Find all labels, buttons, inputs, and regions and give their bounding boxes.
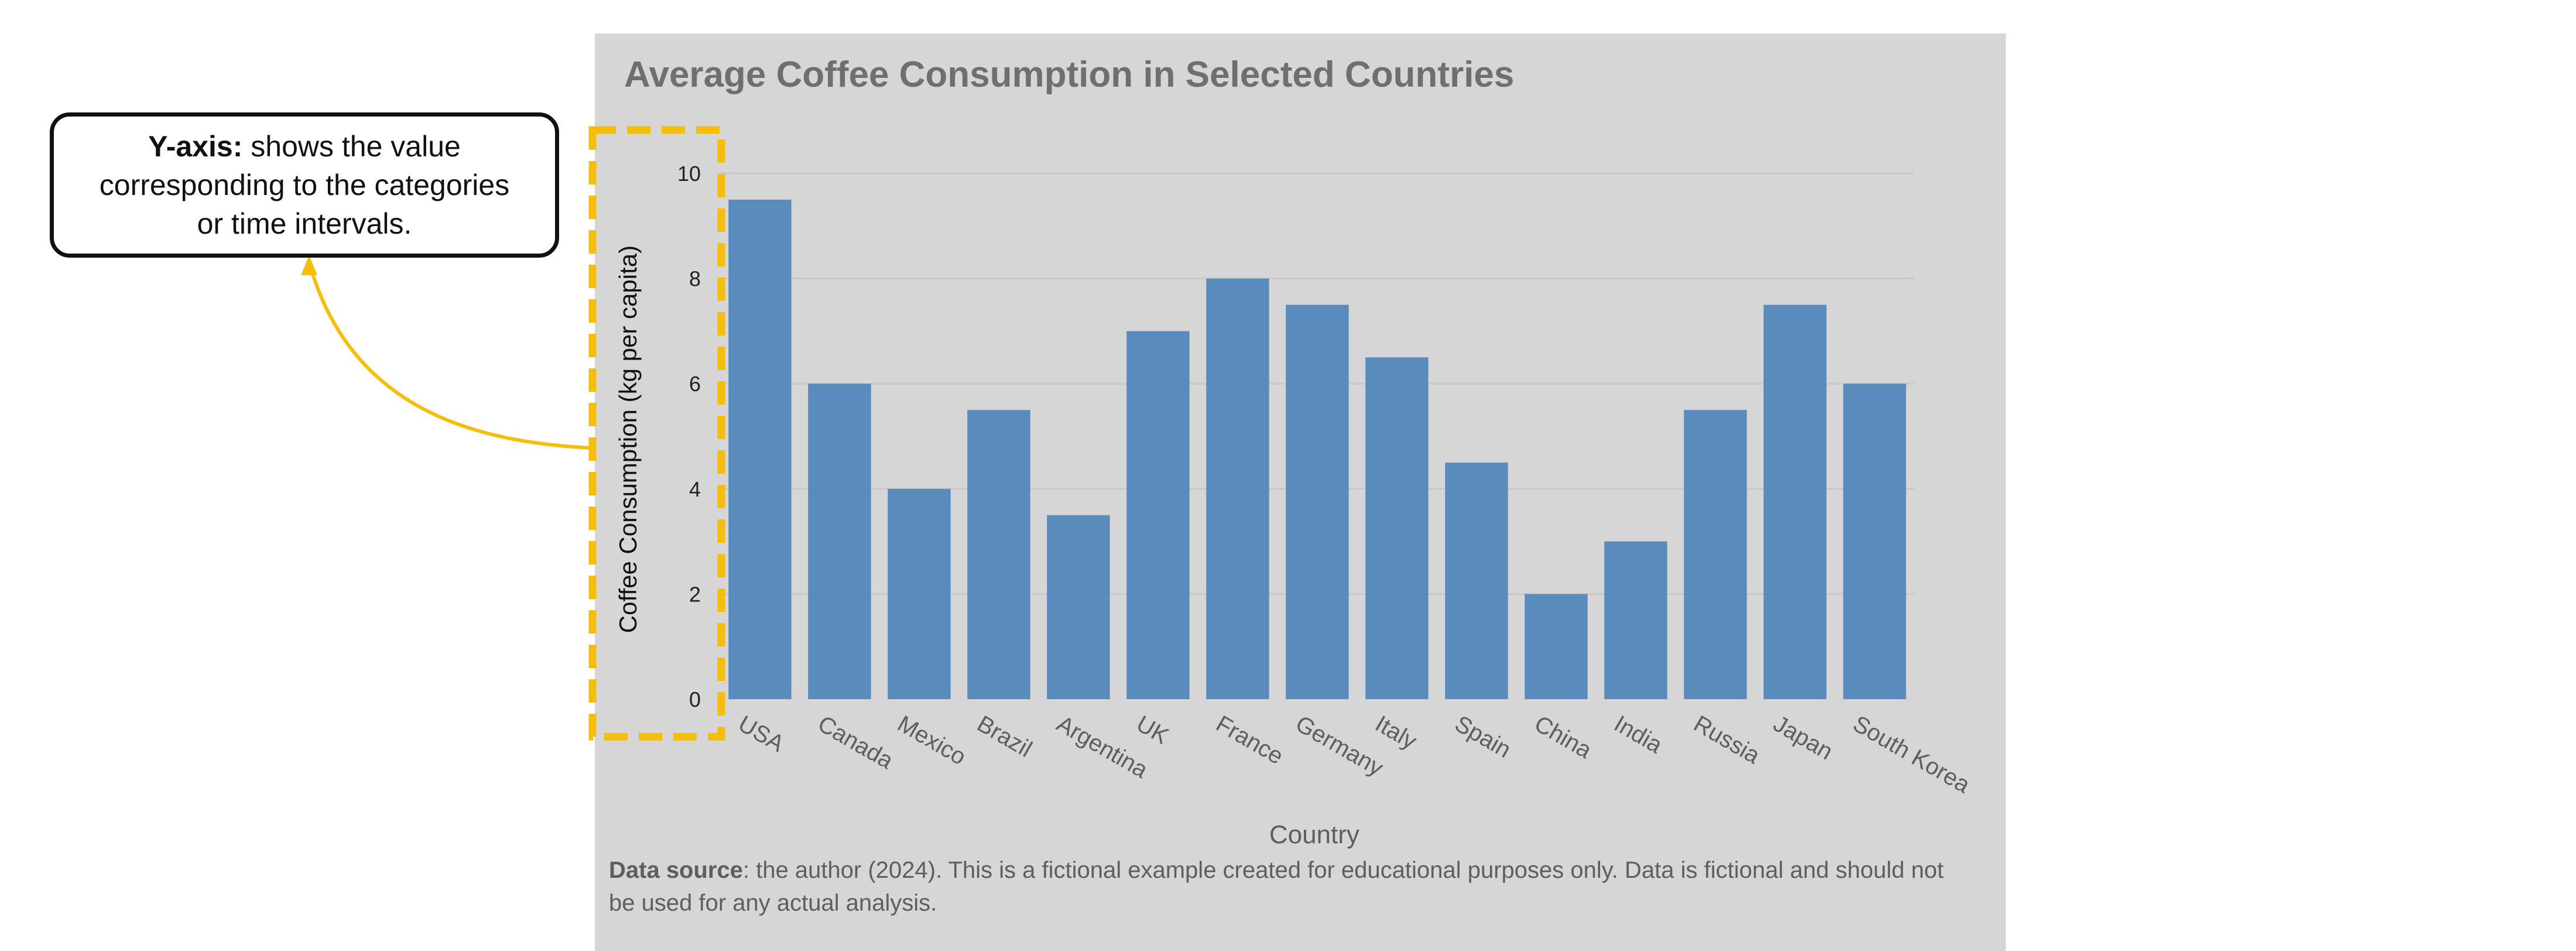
callout-arrow <box>307 262 592 450</box>
bar-canada <box>808 384 871 699</box>
y-axis-label: Coffee Consumption (kg per capita) <box>614 245 642 633</box>
bar-usa <box>728 199 792 699</box>
bar-japan <box>1763 305 1827 699</box>
bar-mexico <box>888 488 951 699</box>
chart-title: Average Coffee Consumption in Selected C… <box>624 54 1514 95</box>
bar-south-korea <box>1843 384 1906 699</box>
bar-china <box>1525 594 1588 699</box>
y-tick-label: 2 <box>689 582 701 606</box>
y-tick-label: 4 <box>689 477 701 501</box>
bar-spain <box>1445 462 1508 699</box>
bar-germany <box>1286 305 1349 699</box>
bar-russia <box>1684 410 1747 699</box>
y-tick-label: 10 <box>677 162 701 186</box>
y-axis-callout: Y-axis: shows the value corresponding to… <box>50 112 559 258</box>
data-source-label: Data source <box>609 857 743 883</box>
bar-brazil <box>967 410 1030 699</box>
y-axis-highlight-box <box>588 126 725 741</box>
bar-argentina <box>1047 515 1110 699</box>
y-tick-label: 8 <box>689 267 701 291</box>
bar-uk <box>1126 331 1190 699</box>
x-axis-label: Country <box>1269 820 1359 849</box>
data-source-text: : the author (2024). This is a fictional… <box>609 857 1944 916</box>
callout-text: shows the value corresponding to the cat… <box>99 130 510 240</box>
y-tick-labels: 0 2 4 6 8 10 <box>677 162 701 711</box>
y-tick-label: 0 <box>689 687 701 711</box>
callout-arrowhead <box>301 255 317 275</box>
bars <box>728 199 1906 700</box>
bar-france <box>1206 278 1269 700</box>
data-source-note: Data source: the author (2024). This is … <box>609 854 1973 919</box>
y-tick-label: 6 <box>689 372 701 396</box>
bar-italy <box>1365 357 1429 699</box>
callout-label: Y-axis: <box>148 130 243 163</box>
bar-india <box>1604 541 1667 699</box>
